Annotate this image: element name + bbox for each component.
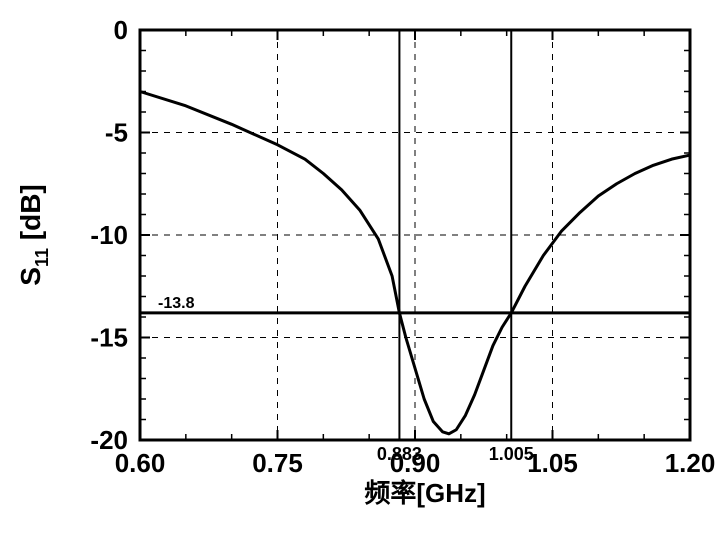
x-axis-label: 频率[GHz] [364, 478, 485, 508]
x-tick-label: 1.20 [665, 448, 716, 478]
s11-chart: -13.80.8831.0050.600.750.901.051.20-20-1… [0, 0, 726, 537]
y-tick-label: 0 [114, 15, 128, 45]
y-tick-label: -15 [90, 323, 128, 353]
chart-svg: -13.80.8831.0050.600.750.901.051.20-20-1… [0, 0, 726, 537]
x-tick-label: 0.75 [252, 448, 303, 478]
marker-hline-label: -13.8 [158, 295, 195, 312]
y-axis-label: S11 [dB] [15, 184, 52, 285]
y-tick-label: -20 [90, 425, 128, 455]
x-tick-label: 0.90 [390, 448, 441, 478]
svg-text:S11 [dB]: S11 [dB] [15, 184, 52, 285]
y-tick-label: -5 [105, 118, 128, 148]
y-tick-label: -10 [90, 220, 128, 250]
x-tick-label: 1.05 [527, 448, 578, 478]
